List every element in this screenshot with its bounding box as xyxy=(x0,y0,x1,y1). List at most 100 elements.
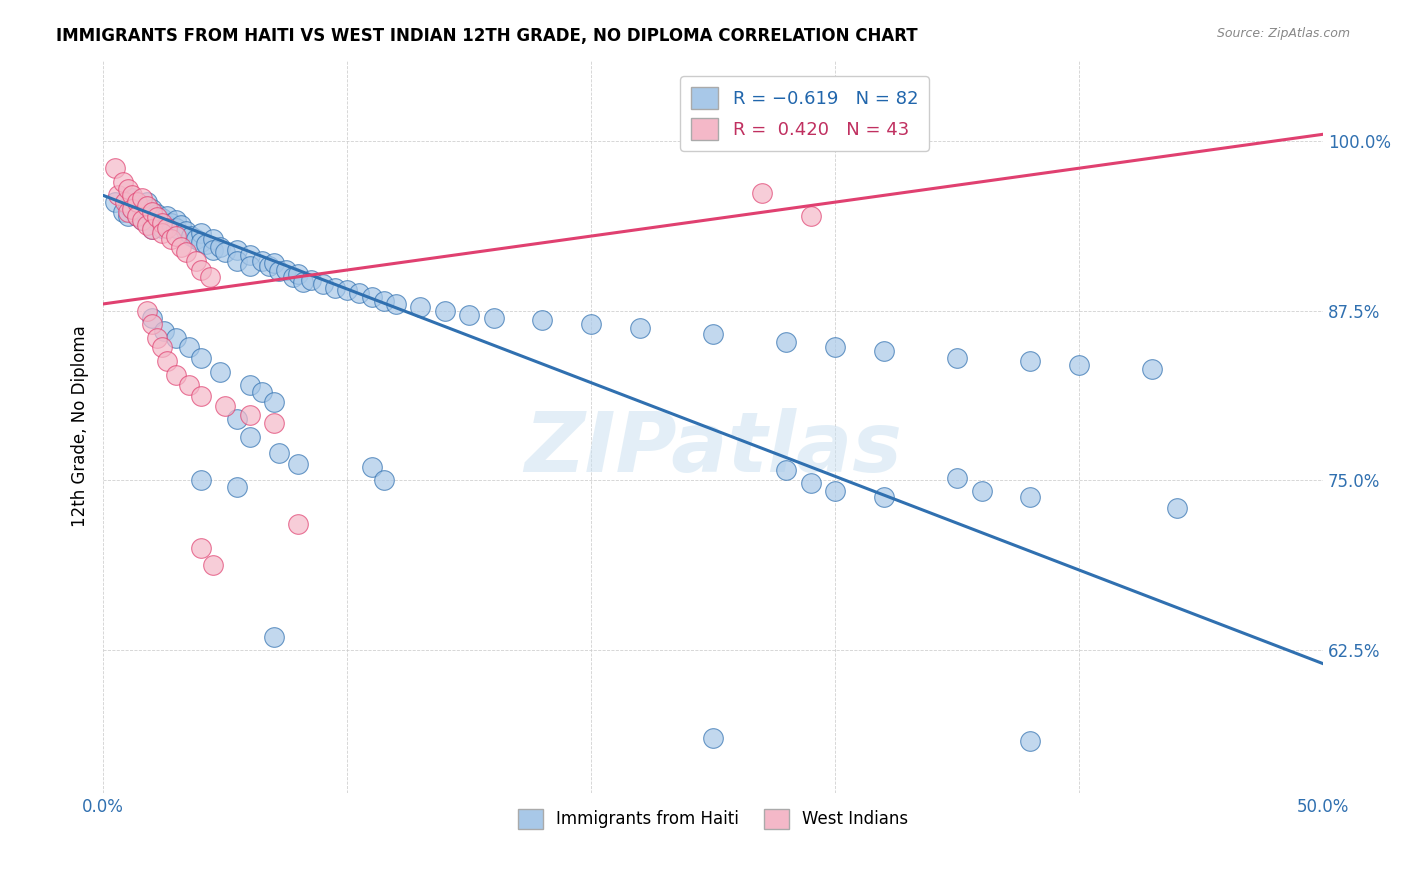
Point xyxy=(127,209,149,223)
Point xyxy=(263,630,285,644)
Point xyxy=(174,224,197,238)
Point xyxy=(107,188,129,202)
Point xyxy=(970,484,993,499)
Point xyxy=(385,297,408,311)
Point xyxy=(165,331,187,345)
Point xyxy=(150,211,173,226)
Point xyxy=(131,212,153,227)
Point xyxy=(141,222,163,236)
Point xyxy=(263,256,285,270)
Point xyxy=(190,227,212,241)
Point xyxy=(312,277,335,291)
Point xyxy=(121,188,143,202)
Point xyxy=(946,351,969,366)
Point xyxy=(121,191,143,205)
Point xyxy=(1019,490,1042,504)
Point xyxy=(136,210,159,224)
Text: IMMIGRANTS FROM HAITI VS WEST INDIAN 12TH GRADE, NO DIPLOMA CORRELATION CHART: IMMIGRANTS FROM HAITI VS WEST INDIAN 12T… xyxy=(56,27,918,45)
Point xyxy=(287,267,309,281)
Y-axis label: 12th Grade, No Diploma: 12th Grade, No Diploma xyxy=(72,326,89,527)
Point xyxy=(117,181,139,195)
Point xyxy=(136,303,159,318)
Point xyxy=(155,354,177,368)
Point xyxy=(250,385,273,400)
Point xyxy=(150,215,173,229)
Point xyxy=(136,195,159,210)
Point xyxy=(114,195,136,210)
Point xyxy=(174,245,197,260)
Point xyxy=(250,253,273,268)
Point xyxy=(146,207,169,221)
Point xyxy=(257,259,280,273)
Point xyxy=(160,232,183,246)
Point xyxy=(141,318,163,332)
Point xyxy=(409,300,432,314)
Point xyxy=(579,318,602,332)
Point xyxy=(287,457,309,471)
Point xyxy=(165,212,187,227)
Point xyxy=(141,310,163,325)
Point xyxy=(127,195,149,210)
Point xyxy=(200,269,222,284)
Point xyxy=(238,378,260,392)
Point xyxy=(360,290,382,304)
Point xyxy=(226,243,249,257)
Point xyxy=(170,218,193,232)
Point xyxy=(267,264,290,278)
Text: Source: ZipAtlas.com: Source: ZipAtlas.com xyxy=(1216,27,1350,40)
Point xyxy=(873,490,896,504)
Point xyxy=(458,308,481,322)
Point xyxy=(209,365,232,379)
Point xyxy=(141,202,163,216)
Point xyxy=(373,294,395,309)
Point xyxy=(531,313,554,327)
Point xyxy=(146,331,169,345)
Point xyxy=(190,541,212,556)
Point xyxy=(201,243,224,257)
Point xyxy=(141,204,163,219)
Point xyxy=(194,237,217,252)
Point xyxy=(263,417,285,431)
Point xyxy=(226,253,249,268)
Point xyxy=(104,161,127,176)
Point xyxy=(702,326,724,341)
Point xyxy=(287,516,309,531)
Point xyxy=(141,222,163,236)
Point xyxy=(276,263,298,277)
Point xyxy=(238,409,260,423)
Point xyxy=(336,284,359,298)
Point xyxy=(190,389,212,403)
Point xyxy=(155,209,177,223)
Point xyxy=(141,212,163,227)
Point xyxy=(238,248,260,262)
Point xyxy=(184,253,207,268)
Point xyxy=(800,209,823,223)
Point xyxy=(201,232,224,246)
Point xyxy=(190,235,212,249)
Point xyxy=(283,269,305,284)
Point xyxy=(299,272,322,286)
Point xyxy=(165,229,187,244)
Point xyxy=(190,263,212,277)
Point xyxy=(111,204,134,219)
Point xyxy=(131,212,153,227)
Point xyxy=(1166,500,1188,515)
Point xyxy=(775,462,797,476)
Point xyxy=(373,474,395,488)
Point xyxy=(150,340,173,354)
Point xyxy=(177,378,200,392)
Point xyxy=(800,476,823,491)
Point xyxy=(702,731,724,746)
Point xyxy=(267,446,290,460)
Point xyxy=(482,310,505,325)
Point xyxy=(170,240,193,254)
Point xyxy=(190,351,212,366)
Point xyxy=(165,368,187,382)
Point xyxy=(153,324,176,338)
Point xyxy=(1142,362,1164,376)
Point xyxy=(1019,354,1042,368)
Point xyxy=(292,275,315,289)
Point xyxy=(160,215,183,229)
Point xyxy=(146,210,169,224)
Point xyxy=(136,218,159,232)
